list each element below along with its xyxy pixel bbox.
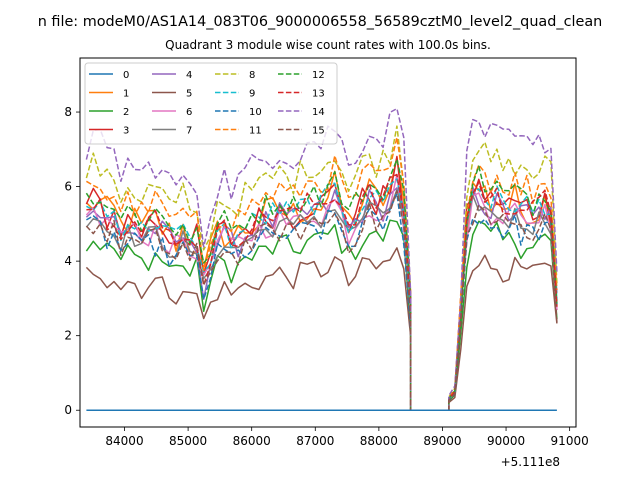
axes-frame	[79, 57, 577, 428]
chart-title: Quadrant 3 module wise count rates with …	[165, 38, 491, 52]
legend-label-4: 4	[186, 70, 192, 81]
legend-label-9: 9	[249, 89, 255, 100]
legend-label-10: 10	[249, 107, 262, 118]
series-line-7	[85, 189, 558, 411]
series-line-15	[85, 190, 558, 411]
legend-label-6: 6	[186, 107, 192, 118]
legend-label-8: 8	[249, 70, 255, 81]
series-line-10	[86, 192, 558, 411]
series-line-13	[86, 173, 558, 411]
series-line-8	[85, 125, 558, 411]
x-tick-label: 84000	[105, 434, 143, 448]
legend-label-7: 7	[186, 126, 192, 137]
series-line-12	[85, 158, 558, 411]
plot-lines	[85, 107, 558, 411]
legend-label-1: 1	[123, 89, 129, 100]
y-tick-label: 0	[64, 403, 72, 417]
legend-label-0: 0	[123, 70, 129, 81]
series-line-14	[85, 107, 558, 411]
y-tick-label: 2	[64, 329, 72, 343]
legend-label-12: 12	[312, 70, 325, 81]
legend-label-15: 15	[312, 126, 325, 137]
x-tick-label: 88000	[360, 434, 398, 448]
x-tick-label: 89000	[423, 434, 461, 448]
legend-label-14: 14	[312, 107, 325, 118]
series-line-2	[85, 219, 558, 411]
legend-label-11: 11	[249, 126, 262, 137]
x-axis: 84000 85000 86000 87000 88000 89000 90000 91000	[105, 427, 589, 448]
y-axis: 0 2 4 6 8	[64, 105, 80, 417]
legend-box	[84, 62, 338, 145]
y-tick-label: 8	[64, 105, 72, 119]
x-tick-label: 86000	[233, 434, 271, 448]
legend-label-3: 3	[123, 126, 129, 137]
x-tick-label: 91000	[551, 434, 589, 448]
series-line-5	[85, 247, 558, 411]
x-tick-label: 87000	[296, 434, 334, 448]
series-line-11	[86, 136, 558, 411]
figure-suptitle: n file: modeM0/AS1A14_083T06_9000006558_…	[38, 14, 603, 30]
y-tick-label: 4	[64, 254, 72, 268]
x-tick-label: 85000	[169, 434, 207, 448]
legend-label-13: 13	[312, 89, 325, 100]
y-tick-label: 6	[64, 180, 72, 194]
legend-label-5: 5	[186, 89, 192, 100]
series-line-4	[85, 186, 558, 411]
x-offset-label: +5.111e8	[501, 455, 560, 469]
series-line-6	[85, 173, 558, 411]
x-tick-label: 90000	[487, 434, 525, 448]
legend-label-2: 2	[123, 107, 129, 118]
